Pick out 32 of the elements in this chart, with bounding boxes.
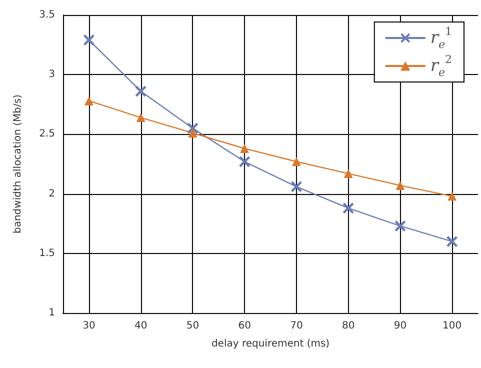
point [342, 202, 354, 214]
point [240, 144, 250, 154]
x-tick-label: 80 [342, 320, 355, 332]
point [84, 96, 94, 106]
point [187, 122, 198, 134]
point [446, 236, 458, 247]
point [292, 157, 301, 166]
point [135, 86, 146, 97]
x-tick-label: 40 [134, 320, 148, 332]
x-tick-label: 90 [394, 320, 407, 332]
y-tick-label: 3.5 [39, 10, 55, 20]
y-tick-label: 1 [48, 308, 55, 318]
y-axis-title: bandwidth allocation (Mb/s) [12, 94, 24, 234]
y-tick-label: 2.5 [39, 128, 55, 140]
point [239, 156, 250, 168]
point [83, 34, 94, 46]
x-tick-label: 70 [290, 320, 303, 332]
y-tick-label: 2 [48, 188, 55, 200]
x-tick-label: 60 [238, 320, 251, 332]
point [344, 169, 353, 178]
point [448, 192, 457, 201]
y-tick-label: 3 [48, 69, 55, 80]
point [396, 180, 405, 190]
point [136, 113, 146, 122]
point [394, 220, 406, 232]
point [188, 128, 198, 138]
x-tick-label: 30 [82, 320, 96, 332]
x-axis-title: delay requirement (ms) [211, 338, 330, 350]
y-tick-label: 1.5 [39, 248, 55, 259]
x-tick-label: 50 [186, 320, 200, 332]
x-tick-label: 100 [442, 320, 462, 332]
point [290, 181, 302, 192]
